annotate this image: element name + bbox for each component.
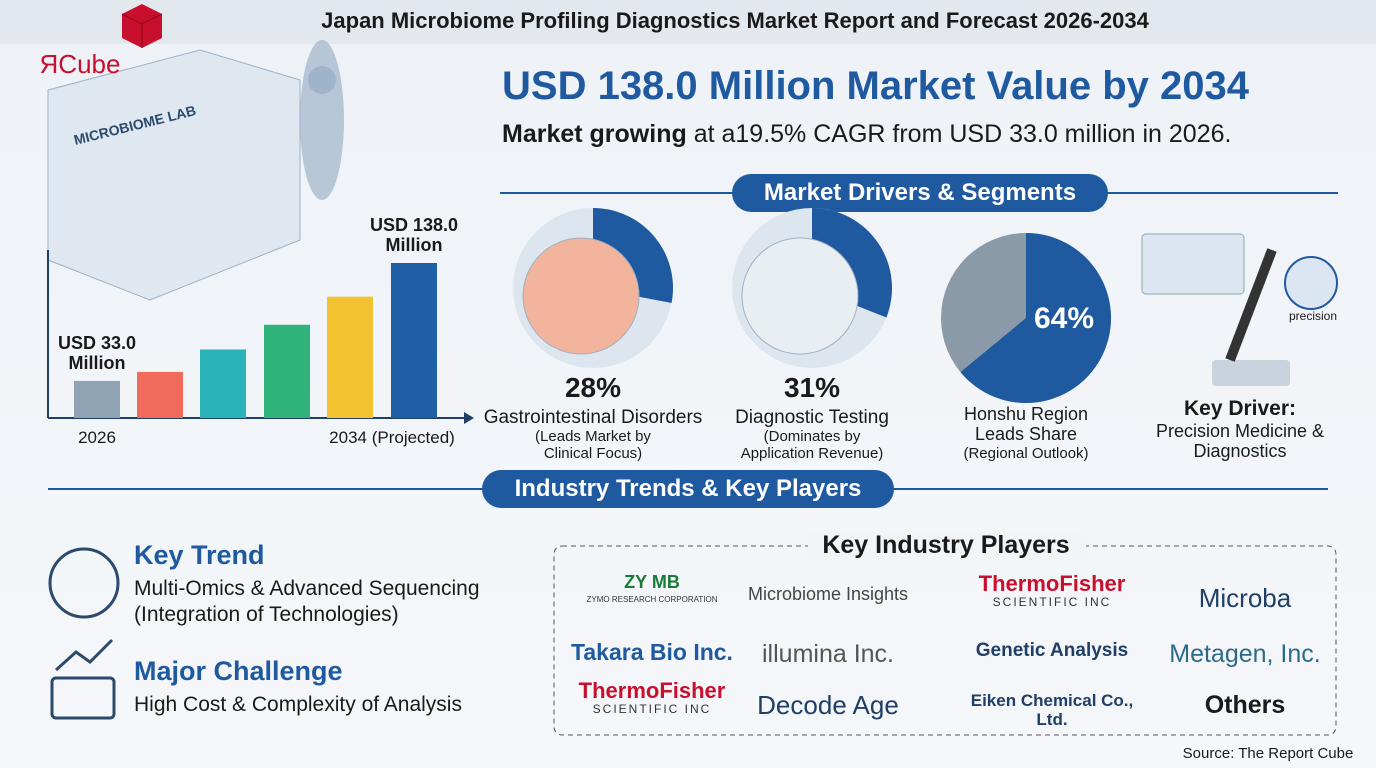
player-name: ZY MB bbox=[624, 572, 680, 592]
x-tick-label: 2034 (Projected) bbox=[329, 428, 455, 447]
key-driver-title: Key Driver: bbox=[1183, 397, 1297, 420]
logo: ЯCube bbox=[39, 49, 121, 79]
segment-illustration bbox=[522, 237, 640, 355]
subheadline: Market growing at a19.5% CAGR from USD 3… bbox=[502, 120, 1362, 148]
bar-value-label: USD 138.0 Million bbox=[369, 215, 459, 256]
section-title: Market Drivers & Segments bbox=[763, 179, 1077, 206]
logo-cube-edge bbox=[121, 13, 163, 48]
section-pill bbox=[732, 174, 1108, 212]
segment-title: Diagnostic Testing bbox=[735, 407, 889, 428]
segment-note: (Dominates by Application Revenue) bbox=[740, 428, 884, 462]
trend-icon bbox=[48, 547, 120, 619]
section-title: Industry Trends & Key Players bbox=[514, 475, 862, 502]
segment-value: 31% bbox=[783, 372, 841, 403]
trend-title: Key Trend bbox=[134, 540, 265, 570]
sequence-screen bbox=[1141, 233, 1245, 295]
challenge-icon bbox=[50, 676, 116, 720]
segment-value: 64% bbox=[1033, 302, 1095, 335]
axis-arrow bbox=[464, 412, 474, 424]
segment-title: Honshu Region Leads Share bbox=[963, 404, 1089, 445]
source: Source: The Report Cube bbox=[1182, 745, 1354, 762]
player-name: Microbiome Insights bbox=[747, 584, 909, 604]
section-pill bbox=[482, 470, 894, 508]
player-name: Microba bbox=[1198, 583, 1292, 613]
bar bbox=[74, 380, 120, 418]
bar bbox=[264, 324, 310, 418]
x-tick-label: 2026 bbox=[78, 428, 116, 447]
players-title: Key Industry Players bbox=[822, 531, 1070, 559]
player-name: Decode Age bbox=[757, 690, 899, 720]
player-name: Takara Bio Inc. bbox=[571, 639, 733, 665]
bar bbox=[200, 349, 246, 418]
challenge-icon-arrow bbox=[54, 638, 114, 672]
player-name: Metagen, Inc. bbox=[1169, 640, 1321, 668]
segment-note: (Regional Outlook) bbox=[963, 445, 1089, 462]
segment-title: Gastrointestinal Disorders bbox=[483, 407, 703, 428]
subheadline-rest: at a19.5% CAGR from USD 33.0 million in … bbox=[693, 120, 1232, 148]
player-name: Genetic Analysis bbox=[975, 640, 1129, 661]
player-name: ThermoFisher bbox=[978, 571, 1126, 596]
lab-illustration bbox=[47, 49, 301, 301]
bar bbox=[327, 296, 373, 418]
dna-icon bbox=[1284, 256, 1338, 310]
trend-text: High Cost & Complexity of Analysis bbox=[134, 693, 462, 716]
key-driver-text: Precision Medicine & Diagnostics bbox=[1155, 421, 1325, 462]
segment-note: (Leads Market by Clinical Focus) bbox=[535, 428, 651, 462]
player-name: illumina Inc. bbox=[762, 640, 894, 668]
segment-value: 28% bbox=[564, 372, 622, 403]
human-figure bbox=[300, 40, 344, 200]
title-band bbox=[0, 0, 1376, 44]
player-name: Others bbox=[1204, 691, 1286, 719]
microscope-base bbox=[1212, 360, 1290, 386]
player-sub: SCIENTIFIC INC bbox=[992, 595, 1112, 609]
player-name: Eiken Chemical Co., Ltd. bbox=[970, 691, 1134, 730]
bar-value-label: USD 33.0 Million bbox=[57, 332, 137, 374]
trend-title: Major Challenge bbox=[134, 656, 343, 686]
trend-text: Multi-Omics & Advanced Sequencing (Integ… bbox=[134, 577, 480, 627]
player-name: ThermoFisher bbox=[578, 678, 726, 703]
bar bbox=[137, 371, 183, 418]
segment-illustration bbox=[741, 237, 859, 355]
headline: USD 138.0 Million Market Value by 2034 bbox=[502, 64, 1249, 108]
icon-label: precision bbox=[1288, 309, 1338, 323]
player-sub: ZYMO RESEARCH CORPORATION bbox=[586, 595, 718, 604]
human-head bbox=[308, 66, 336, 94]
players-title-bg bbox=[808, 532, 1086, 562]
subheadline-lead: Market growing bbox=[502, 120, 687, 148]
pie-slice bbox=[960, 233, 1111, 403]
bar bbox=[391, 263, 437, 418]
page-title: Japan Microbiome Profiling Diagnostics M… bbox=[321, 8, 1149, 33]
microscope-arm bbox=[1225, 248, 1277, 362]
player-sub: SCIENTIFIC INC bbox=[592, 702, 712, 716]
